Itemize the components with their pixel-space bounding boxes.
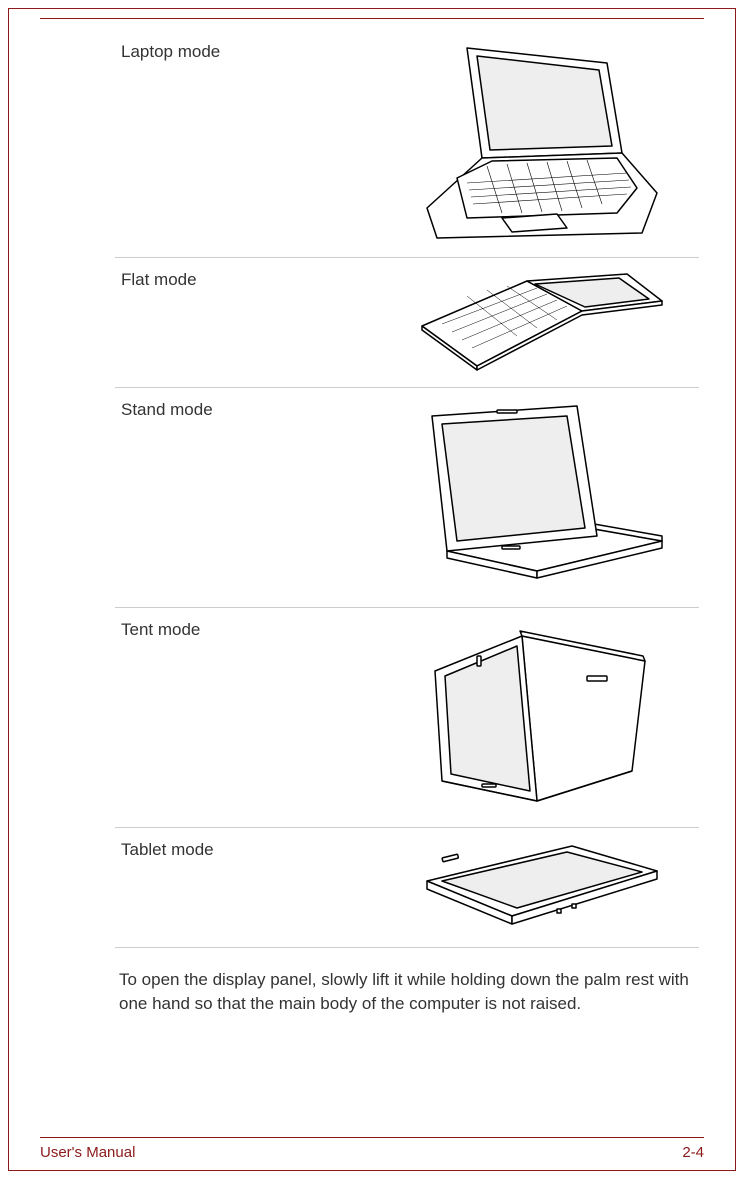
page-number: 2-4	[682, 1144, 704, 1161]
mode-label: Tent mode	[115, 616, 375, 640]
mode-label: Flat mode	[115, 266, 375, 290]
footer-title: User's Manual	[40, 1144, 135, 1161]
stand-diagram	[375, 396, 699, 596]
page-footer: User's Manual 2-4	[40, 1137, 704, 1161]
mode-label: Tablet mode	[115, 836, 375, 860]
mode-label: Laptop mode	[115, 38, 375, 62]
mode-row-flat: Flat mode	[115, 258, 699, 388]
mode-label: Stand mode	[115, 396, 375, 420]
mode-row-stand: Stand mode	[115, 388, 699, 608]
tablet-diagram	[375, 836, 699, 936]
flat-diagram	[375, 266, 699, 376]
mode-row-laptop: Laptop mode	[115, 30, 699, 258]
content-area: Laptop mode	[115, 30, 699, 1119]
body-text: To open the display panel, slowly lift i…	[115, 968, 699, 1016]
mode-row-tablet: Tablet mode	[115, 828, 699, 948]
tent-diagram	[375, 616, 699, 816]
mode-row-tent: Tent mode	[115, 608, 699, 828]
header-rule	[40, 18, 704, 19]
laptop-diagram	[375, 38, 699, 248]
